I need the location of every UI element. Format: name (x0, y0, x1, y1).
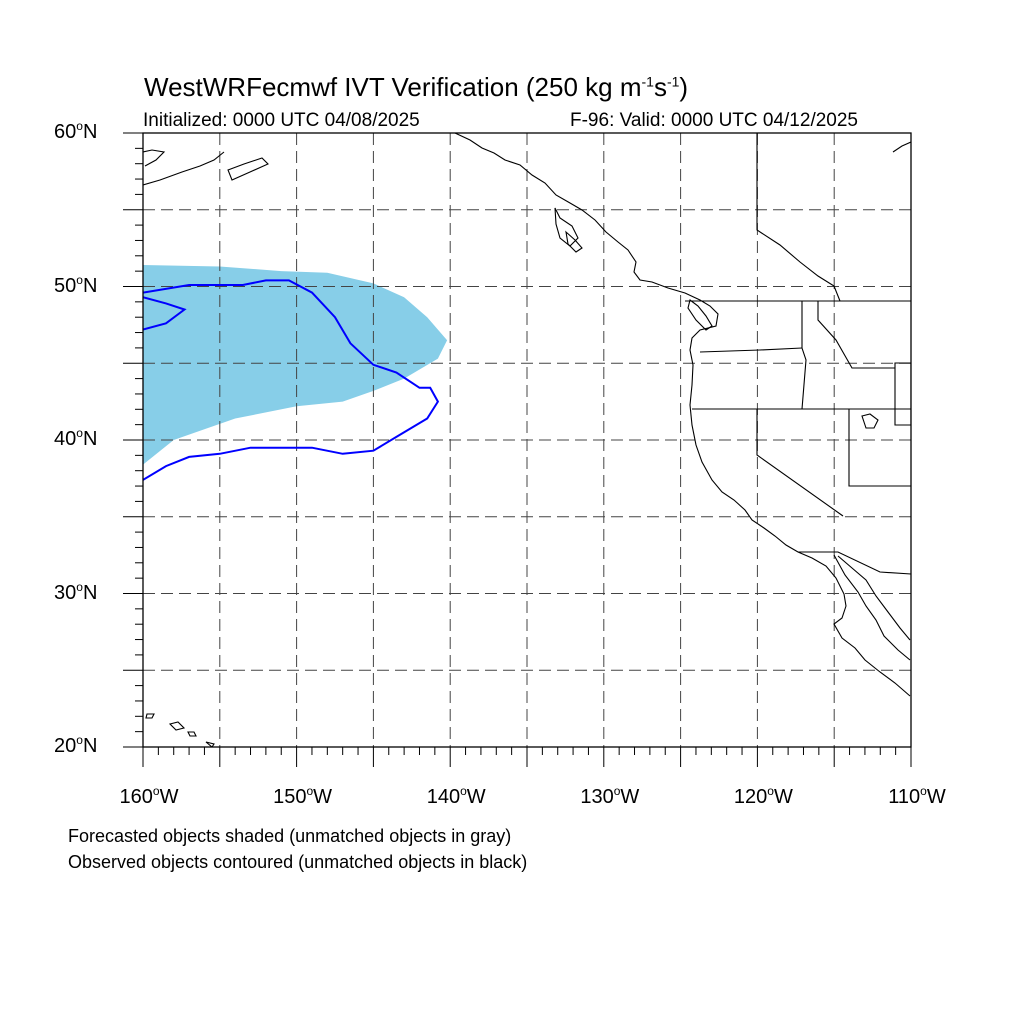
border-state (756, 133, 841, 302)
lon-num: 130 (580, 786, 614, 808)
lat-num: 50 (54, 274, 77, 297)
island-outline (168, 721, 186, 731)
lat-tick-label: 20oN (54, 733, 98, 758)
lon-tick-label: 140oW (426, 784, 486, 809)
hemisphere: W (313, 786, 333, 808)
border-us-mexico (798, 551, 911, 575)
lat-tick-label: 60oN (54, 119, 98, 144)
hemisphere: N (82, 274, 98, 297)
lon-tick-label: 160oW (119, 784, 179, 809)
coastline-aleutian (143, 151, 225, 186)
observed-layer (143, 279, 440, 481)
island-outline (187, 731, 197, 737)
hemisphere: W (159, 786, 179, 808)
lon-tick-label: 150oW (273, 784, 333, 809)
lon-num: 150 (273, 786, 307, 808)
gridlines (143, 133, 911, 747)
hemisphere: W (620, 786, 640, 808)
border-state (894, 362, 911, 426)
hemisphere: N (82, 581, 98, 604)
lon-num: 120 (733, 786, 768, 808)
hemisphere: W (926, 786, 946, 808)
observed-object-contour (143, 296, 187, 331)
map-title-text: WestWRFecmwf IVT Verification (250 kg m (144, 72, 642, 102)
island-outline (861, 413, 879, 429)
degree-symbol: o (76, 579, 83, 594)
axis-ticks (123, 132, 912, 767)
degree-symbol: o (460, 784, 467, 798)
degree-symbol: o (767, 784, 774, 798)
init-time-label: Initialized: 0000 UTC 04/08/2025 (143, 110, 420, 131)
degree-symbol: o (306, 784, 314, 798)
hemisphere: N (82, 428, 98, 450)
coastline-mainland-mexico (837, 555, 911, 641)
lat-tick-label: 50oN (54, 272, 98, 298)
unit-seconds: s (653, 72, 667, 102)
lon-num: 110 (888, 786, 921, 808)
border-state (801, 301, 807, 410)
border-state (699, 347, 803, 353)
coastline-gulf-california (833, 554, 911, 661)
lon-num: 140 (426, 786, 461, 808)
degree-symbol: o (76, 119, 83, 133)
lon-num: 160 (119, 786, 153, 808)
legend-forecast-note: Forecasted objects shaded (unmatched obj… (68, 826, 512, 846)
hemisphere: N (82, 735, 98, 757)
forecast-object-shading (143, 265, 448, 465)
coastline-alaska (454, 133, 911, 697)
lat-tick-label: 40oN (54, 426, 98, 451)
island-outline (565, 230, 583, 253)
map-title: WestWRFecmwf IVT Verification (250 kg m-… (144, 72, 688, 103)
valid-time-label: F-96: Valid: 0000 UTC 04/12/2025 (570, 110, 858, 131)
degree-symbol: o (152, 784, 160, 798)
degree-symbol: o (613, 784, 621, 798)
forecast-layer (143, 265, 448, 465)
lon-tick-label: 130oW (580, 784, 640, 809)
degree-symbol: o (76, 426, 83, 440)
coastline-far-east (892, 141, 911, 153)
observed-object-contour (143, 279, 440, 481)
border-state (848, 409, 911, 487)
coastline-aleutian (143, 149, 166, 167)
island-outline (145, 713, 155, 719)
lat-num: 20 (54, 735, 77, 757)
degree-symbol: o (920, 784, 927, 798)
hemisphere: W (466, 786, 486, 808)
border-state (817, 301, 895, 369)
unit-exponent: -1 (666, 73, 680, 90)
lon-tick-label: 110oW (888, 784, 946, 809)
lon-tick-label: 120oW (733, 784, 793, 809)
lat-tick-label: 30oN (54, 579, 98, 605)
hemisphere: N (82, 121, 98, 143)
degree-symbol: o (76, 733, 83, 747)
border-state (756, 409, 844, 517)
lat-num: 60 (54, 121, 77, 143)
coastline-aleutian (227, 157, 269, 181)
lat-num: 30 (54, 581, 77, 604)
title-close-paren: ) (679, 72, 689, 102)
degree-symbol: o (76, 272, 83, 287)
island-outline (687, 299, 713, 331)
island-outline (554, 207, 579, 247)
island-outline (205, 741, 215, 747)
lat-num: 40 (54, 428, 77, 450)
unit-exponent: -1 (641, 73, 654, 90)
hemisphere: W (773, 786, 793, 808)
coastlines (143, 133, 911, 747)
legend-observed-note: Observed objects contoured (unmatched ob… (68, 852, 528, 872)
